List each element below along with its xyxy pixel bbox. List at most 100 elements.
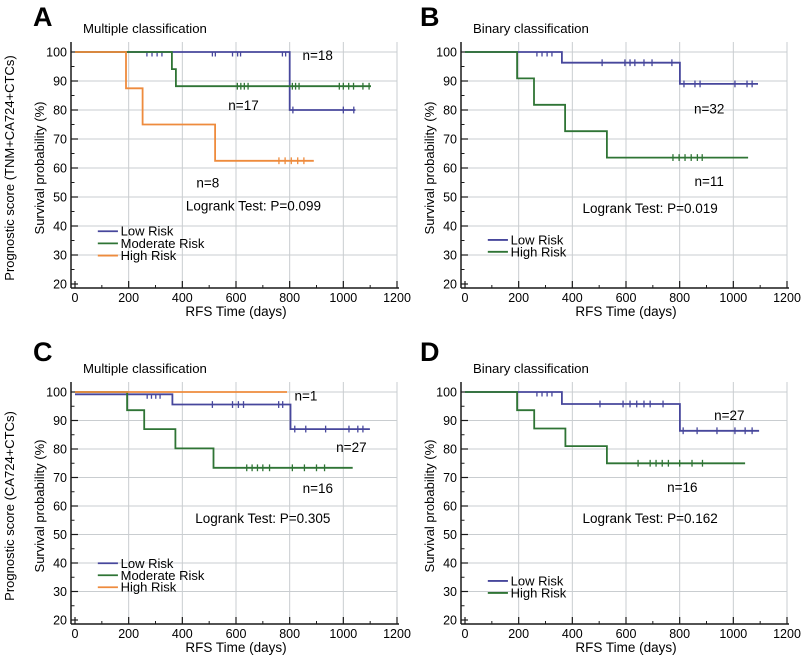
y-tick-label: 80 bbox=[53, 104, 67, 118]
y-axis-label: Survival probability (%) bbox=[32, 440, 47, 573]
y-tick-label: 80 bbox=[443, 443, 457, 457]
outer-y-axis-label: Prognostic score (TNM+CA724+CTCs) bbox=[2, 55, 17, 280]
y-tick-label: 50 bbox=[53, 191, 67, 205]
x-tick-label: 0 bbox=[462, 291, 469, 305]
y-axis-label: Survival probability (%) bbox=[422, 102, 437, 235]
y-tick-label: 100 bbox=[436, 386, 457, 400]
x-tick-label: 400 bbox=[172, 627, 193, 641]
x-tick-label: 1000 bbox=[329, 627, 357, 641]
survival-curve-moderate-risk bbox=[75, 391, 353, 469]
x-tick-label: 600 bbox=[616, 627, 637, 641]
y-tick-label: 70 bbox=[53, 471, 67, 485]
y-tick-label: 50 bbox=[443, 191, 457, 205]
legend-label-moderate-risk: Moderate Risk bbox=[121, 568, 205, 583]
n-count-label-low-risk: n=32 bbox=[694, 101, 724, 116]
panel-letter: B bbox=[420, 2, 440, 32]
y-tick-label: 70 bbox=[443, 471, 457, 485]
panel-title: Binary classification bbox=[473, 361, 589, 376]
n-count-label-moderate-risk: n=16 bbox=[303, 481, 333, 496]
legend-label-high-risk: High Risk bbox=[511, 585, 567, 600]
legend-label-moderate-risk: Moderate Risk bbox=[121, 236, 205, 251]
legend-label-low-risk: Low Risk bbox=[121, 556, 174, 571]
y-tick-label: 90 bbox=[53, 75, 67, 89]
y-tick-label: 30 bbox=[53, 585, 67, 599]
y-tick-label: 60 bbox=[443, 162, 457, 176]
x-axis-label: RFS Time (days) bbox=[185, 640, 286, 655]
x-tick-label: 600 bbox=[226, 291, 247, 305]
panel-title: Multiple classification bbox=[83, 21, 207, 36]
x-tick-label: 800 bbox=[279, 627, 300, 641]
x-tick-label: 800 bbox=[669, 291, 690, 305]
x-tick-label: 0 bbox=[72, 291, 79, 305]
y-tick-label: 80 bbox=[53, 443, 67, 457]
x-tick-label: 1200 bbox=[383, 627, 411, 641]
x-tick-label: 400 bbox=[562, 291, 583, 305]
y-tick-label: 20 bbox=[53, 614, 67, 628]
n-count-label-high-risk: n=16 bbox=[667, 480, 697, 495]
logrank-label: Logrank Test: P=0.099 bbox=[186, 199, 321, 214]
outer-y-axis-label: Prognostic score (CA724+CTCs) bbox=[2, 411, 17, 601]
logrank-label: Logrank Test: P=0.305 bbox=[195, 511, 330, 526]
x-tick-label: 1200 bbox=[773, 291, 801, 305]
legend-label-low-risk: Low Risk bbox=[511, 573, 564, 588]
x-tick-label: 400 bbox=[562, 627, 583, 641]
y-tick-label: 40 bbox=[53, 557, 67, 571]
panel-title: Binary classification bbox=[473, 21, 589, 36]
x-tick-label: 1000 bbox=[719, 291, 747, 305]
legend-label-high-risk: High Risk bbox=[121, 580, 177, 595]
x-tick-label: 800 bbox=[279, 291, 300, 305]
panel-title: Multiple classification bbox=[83, 361, 207, 376]
n-count-label-high-risk: n=1 bbox=[294, 389, 317, 404]
y-tick-label: 40 bbox=[443, 557, 457, 571]
y-tick-label: 60 bbox=[443, 500, 457, 514]
y-tick-label: 20 bbox=[443, 614, 457, 628]
x-tick-label: 0 bbox=[72, 627, 79, 641]
y-tick-label: 100 bbox=[436, 46, 457, 60]
n-count-label-moderate-risk: n=17 bbox=[228, 98, 258, 113]
y-tick-label: 90 bbox=[443, 75, 457, 89]
y-tick-label: 50 bbox=[53, 528, 67, 542]
y-tick-label: 100 bbox=[46, 46, 67, 60]
y-tick-label: 40 bbox=[443, 220, 457, 234]
x-tick-label: 200 bbox=[118, 291, 139, 305]
n-count-label-high-risk: n=8 bbox=[196, 175, 219, 190]
y-tick-label: 30 bbox=[443, 249, 457, 263]
logrank-label: Logrank Test: P=0.019 bbox=[583, 201, 718, 216]
n-count-label-low-risk: n=27 bbox=[714, 408, 744, 423]
y-tick-label: 70 bbox=[443, 133, 457, 147]
x-tick-label: 1200 bbox=[383, 291, 411, 305]
legend-label-high-risk: High Risk bbox=[511, 244, 567, 259]
survival-curve-high-risk bbox=[465, 391, 746, 465]
survival-curve-low-risk bbox=[465, 51, 758, 85]
x-tick-label: 600 bbox=[226, 627, 247, 641]
survival-curve-high-risk bbox=[465, 51, 749, 159]
x-tick-label: 1000 bbox=[329, 291, 357, 305]
y-tick-label: 70 bbox=[53, 133, 67, 147]
x-tick-label: 400 bbox=[172, 291, 193, 305]
survival-curve-low-risk bbox=[75, 51, 356, 111]
x-axis-label: RFS Time (days) bbox=[575, 304, 676, 319]
panel-letter: C bbox=[33, 337, 53, 367]
y-tick-label: 20 bbox=[53, 278, 67, 292]
legend-label-low-risk: Low Risk bbox=[511, 232, 564, 247]
n-count-label-high-risk: n=11 bbox=[694, 174, 723, 189]
legend-label-high-risk: High Risk bbox=[121, 248, 177, 263]
y-tick-label: 60 bbox=[53, 162, 67, 176]
x-tick-label: 1200 bbox=[773, 627, 801, 641]
x-tick-label: 1000 bbox=[719, 627, 747, 641]
x-tick-label: 800 bbox=[669, 627, 690, 641]
n-count-label-low-risk: n=27 bbox=[336, 440, 366, 455]
legend-label-low-risk: Low Risk bbox=[121, 224, 174, 239]
x-tick-label: 200 bbox=[118, 627, 139, 641]
survival-curve-low-risk bbox=[75, 393, 370, 430]
x-axis-label: RFS Time (days) bbox=[575, 640, 676, 655]
x-axis-label: RFS Time (days) bbox=[185, 304, 286, 319]
y-axis-label: Survival probability (%) bbox=[32, 102, 47, 235]
y-tick-label: 40 bbox=[53, 220, 67, 234]
survival-curve-low-risk bbox=[465, 391, 760, 432]
y-tick-label: 60 bbox=[53, 500, 67, 514]
